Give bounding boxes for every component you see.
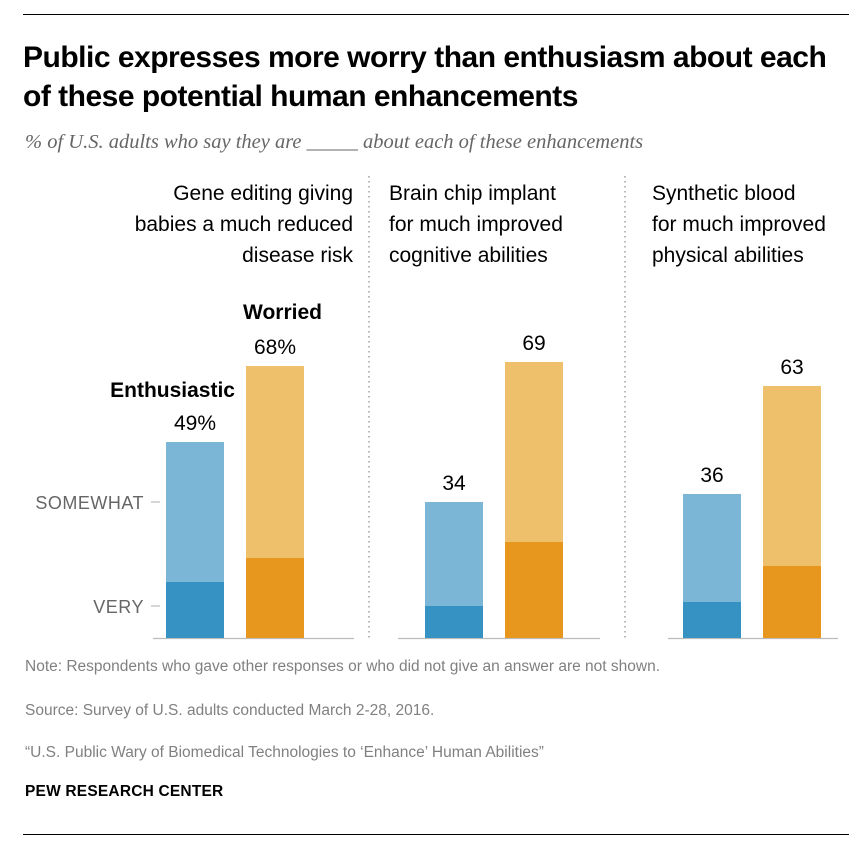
panel-1-worried-very-bar — [246, 558, 304, 638]
legend-enthusiastic: Enthusiastic — [110, 379, 235, 402]
legend-worried: Worried — [243, 301, 322, 324]
panel-2-label-line: cognitive abilities — [389, 244, 548, 267]
bottom-rule — [23, 834, 849, 835]
stack-label-very: VERY — [93, 597, 144, 617]
panel-2-worried-very-bar — [505, 542, 563, 638]
panel-1-label-line: Gene editing giving — [173, 182, 353, 205]
stacked-bar-chart: Gene editing giving babies a much reduced… — [35, 176, 838, 640]
panel-3-worried-somewhat-bar — [763, 386, 821, 566]
brand-logo-text: PEW RESEARCH CENTER — [25, 783, 224, 800]
panel-1-enthusiastic-total-label: 49% — [174, 412, 216, 435]
panel-3-enthusiastic-very-bar — [683, 602, 741, 638]
panel-1-enthusiastic-somewhat-bar — [166, 442, 224, 582]
panel-2-label-line: Brain chip implant — [389, 182, 556, 205]
panel-2-enthusiastic-total-label: 34 — [442, 472, 466, 495]
panel-2-enthusiastic-somewhat-bar — [425, 502, 483, 606]
panel-3-worried-very-bar — [763, 566, 821, 638]
stack-label-somewhat: SOMEWHAT — [35, 493, 144, 513]
panel-2-worried-total-label: 69 — [522, 332, 545, 355]
source-text: Source: Survey of U.S. adults conducted … — [25, 702, 435, 719]
panel-3-worried-total-label: 63 — [780, 356, 803, 379]
note-text: Note: Respondents who gave other respons… — [25, 658, 661, 675]
report-title: “U.S. Public Wary of Biomedical Technolo… — [25, 744, 544, 761]
panel-3-enthusiastic-total-label: 36 — [700, 464, 723, 487]
panel-3-label-line: for much improved — [652, 213, 826, 236]
panel-3-label-line: Synthetic blood — [652, 182, 796, 205]
chart-title: Public expresses more worry than enthusi… — [23, 41, 827, 113]
panel-1-worried-total-label: 68% — [254, 336, 296, 359]
panel-3-label-line: physical abilities — [652, 244, 804, 267]
panel-2-label-line: for much improved — [389, 213, 563, 236]
panel-1-enthusiastic-very-bar — [166, 582, 224, 638]
panel-1-label-line: babies a much reduced — [135, 213, 353, 236]
top-rule — [23, 14, 849, 15]
panel-2-worried-somewhat-bar — [505, 362, 563, 542]
panel-2-enthusiastic-very-bar — [425, 606, 483, 638]
chart-subtitle: % of U.S. adults who say they are _____ … — [25, 131, 644, 153]
panel-3-enthusiastic-somewhat-bar — [683, 494, 741, 602]
panel-1-worried-somewhat-bar — [246, 366, 304, 558]
panel-1-label-line: disease risk — [242, 244, 353, 267]
